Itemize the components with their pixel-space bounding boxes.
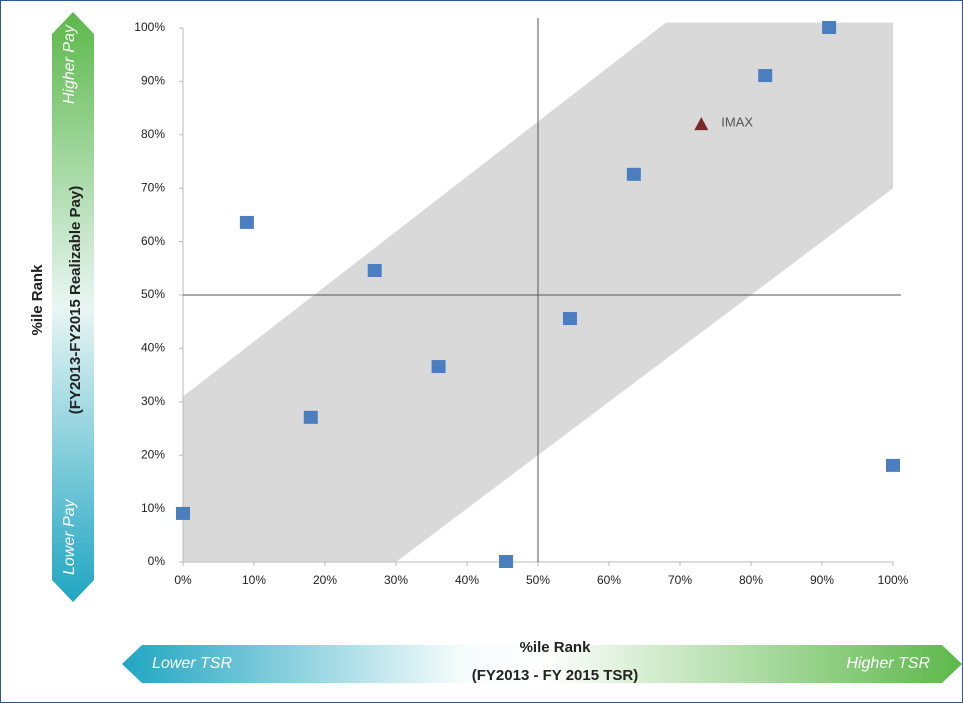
x-arrow-label: Lower TSR [152, 655, 232, 672]
y-tick-label: 40% [141, 341, 165, 355]
y-tick-label: 60% [141, 234, 165, 248]
point-label: IMAX [721, 115, 753, 130]
x-tick-label: 40% [455, 573, 479, 587]
x-tick-label: 100% [878, 573, 909, 587]
y-tick-label: 10% [141, 501, 165, 515]
x-tick-label: 20% [313, 573, 337, 587]
x-tick-label: 30% [384, 573, 408, 587]
x-tick-label: 10% [242, 573, 266, 587]
x-tick-label: 70% [668, 573, 692, 587]
y-tick-label: 0% [148, 554, 166, 568]
y-tick-label: 50% [141, 287, 165, 301]
x-axis-label: (FY2013 - FY 2015 TSR) [472, 667, 638, 684]
point [303, 410, 318, 424]
y-tick-label: 100% [134, 20, 165, 34]
x-tick-label: 0% [174, 573, 192, 587]
y-arrow [52, 12, 94, 602]
y-tick-label: 90% [141, 74, 165, 88]
y-arrow-label: Lower Pay [61, 498, 78, 575]
point [562, 312, 577, 326]
x-tick-label: 80% [739, 573, 763, 587]
point [431, 360, 446, 374]
y-tick-label: 70% [141, 180, 165, 194]
point [758, 69, 773, 83]
point [176, 506, 190, 520]
x-tick-label: 90% [810, 573, 834, 587]
point [239, 215, 254, 229]
y-axis-label: (FY2013-FY2015 Realizable Pay) [67, 186, 84, 414]
y-tick-label: 30% [141, 394, 165, 408]
y-axis-label: %ile Rank [29, 264, 46, 336]
point [499, 555, 514, 568]
y-tick-label: 20% [141, 447, 165, 461]
x-arrow-label: Higher TSR [846, 655, 930, 672]
x-axis-label: %ile Rank [520, 639, 592, 656]
y-tick-label: 80% [141, 127, 165, 141]
point [626, 167, 641, 181]
x-tick-label: 50% [526, 573, 550, 587]
point [367, 263, 382, 277]
x-tick-label: 60% [597, 573, 621, 587]
y-arrow-label: Higher Pay [61, 24, 78, 104]
point [886, 458, 900, 472]
x-arrow [122, 645, 962, 683]
point [694, 117, 709, 131]
point [822, 21, 837, 34]
